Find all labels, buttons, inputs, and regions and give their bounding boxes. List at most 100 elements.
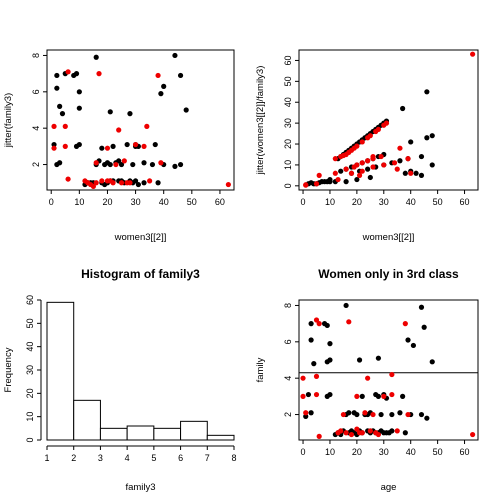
data-point-black (402, 430, 408, 436)
chart-title: Women only in 3rd class (318, 267, 459, 281)
data-point-black (93, 54, 99, 60)
histogram-bar (180, 420, 208, 441)
data-point-red (82, 178, 88, 184)
data-point-black (303, 413, 309, 419)
data-point-black (356, 357, 363, 363)
y-axis-title: jitter(women3[[2]]/family3) (255, 66, 266, 176)
data-point-black (76, 141, 82, 148)
histogram-bar (206, 434, 235, 441)
data-point-black (327, 391, 333, 398)
x-tick-label: 40 (406, 447, 416, 457)
x-tick-label: 50 (433, 197, 443, 207)
x-tick-label: 20 (102, 197, 112, 207)
data-point-black (76, 89, 82, 95)
data-point-black (418, 153, 425, 160)
x-tick-label: 1 (44, 453, 49, 463)
data-point-red (394, 428, 400, 434)
data-point-black (424, 135, 430, 141)
panel-scatter-ratio: 0 10 20 30 40 50 60 0 10 20 30 40 50 60 women3[[2]] jit… (255, 49, 479, 243)
data-point-black (116, 158, 122, 164)
plot-frame (46, 49, 235, 191)
data-point-black (59, 111, 66, 117)
data-point-black (373, 391, 379, 398)
y-tick-label: 40 (25, 342, 35, 352)
x-tick-label: 30 (379, 197, 389, 207)
x-tick-label: 50 (433, 447, 443, 457)
data-point-black (130, 161, 136, 168)
data-point-red (343, 430, 349, 436)
data-point-black (161, 83, 167, 89)
data-point-red (121, 158, 127, 164)
data-point-red (96, 71, 102, 77)
y-tick-label: 20 (283, 139, 293, 149)
data-point-red (316, 433, 322, 439)
data-point-red (147, 178, 153, 184)
data-point-red (381, 393, 387, 399)
data-point-black (118, 161, 125, 168)
data-point-red (394, 166, 400, 172)
data-point-black (54, 72, 60, 79)
data-point-red (300, 375, 306, 381)
data-point-red (118, 180, 125, 186)
y-tick-label: 50 (25, 318, 35, 328)
data-point-red (389, 371, 395, 378)
data-point-red (99, 178, 105, 184)
data-point-black (386, 430, 392, 436)
panel-scatter-women: 0 10 20 30 40 50 60 2 4 6 8 age family Women only in … (255, 267, 479, 493)
data-point-black (400, 393, 406, 399)
data-point-red (367, 133, 373, 139)
data-point-red (51, 145, 57, 151)
data-point-red (365, 375, 371, 381)
y-tick-label: 50 (283, 76, 293, 86)
histogram-bar (73, 399, 101, 441)
data-point-red (113, 161, 119, 168)
x-tick-label: 10 (325, 197, 335, 207)
data-point-black (155, 180, 161, 186)
plot-frame (298, 49, 479, 191)
data-point-red (340, 411, 347, 418)
x-axis-title: family3 (125, 482, 155, 493)
data-point-black (308, 321, 314, 327)
y-tick-label: 8 (283, 303, 293, 308)
data-point-black (57, 103, 63, 109)
panel-histogram-family: 1 2 3 4 5 6 7 8 0 10 20 30 40 50 60 family3 Frequency His… (3, 267, 237, 493)
data-point-red (132, 141, 139, 148)
data-point-black (324, 359, 330, 365)
data-point-red (62, 123, 68, 129)
x-tick-label: 0 (49, 197, 54, 207)
data-point-red (375, 431, 382, 438)
x-tick-label: 20 (352, 447, 362, 457)
data-point-black (132, 178, 139, 184)
histogram-bar (153, 427, 182, 441)
data-point-red (303, 410, 309, 416)
data-point-red (338, 428, 344, 434)
data-point-black (346, 410, 352, 416)
x-tick-label: 10 (74, 197, 84, 207)
x-tick-label: 3 (98, 453, 103, 463)
data-point-red (381, 162, 387, 168)
data-point-black (397, 410, 403, 416)
data-point-black (354, 411, 360, 418)
data-point-black (183, 107, 189, 113)
data-point-red (356, 172, 363, 178)
data-point-red (116, 127, 122, 133)
data-point-red (408, 170, 414, 176)
data-point-black (389, 411, 395, 418)
data-point-black (397, 158, 403, 164)
histogram-bar (46, 301, 75, 441)
data-point-black (110, 143, 116, 149)
x-tick-label: 10 (325, 447, 335, 457)
data-point-red (356, 430, 363, 436)
y-tick-label: 4 (283, 376, 293, 381)
data-point-black (413, 170, 419, 176)
data-point-red (343, 166, 349, 172)
data-point-black (367, 174, 373, 181)
x-axis-title: women3[[2]] (362, 232, 415, 243)
data-point-red (351, 164, 357, 170)
data-point-red (359, 168, 365, 174)
data-point-black (54, 85, 60, 91)
x-tick-label: 30 (379, 447, 389, 457)
data-point-red (362, 410, 368, 416)
chart-title: Histogram of family3 (81, 267, 200, 281)
x-tick-label: 40 (159, 197, 169, 207)
